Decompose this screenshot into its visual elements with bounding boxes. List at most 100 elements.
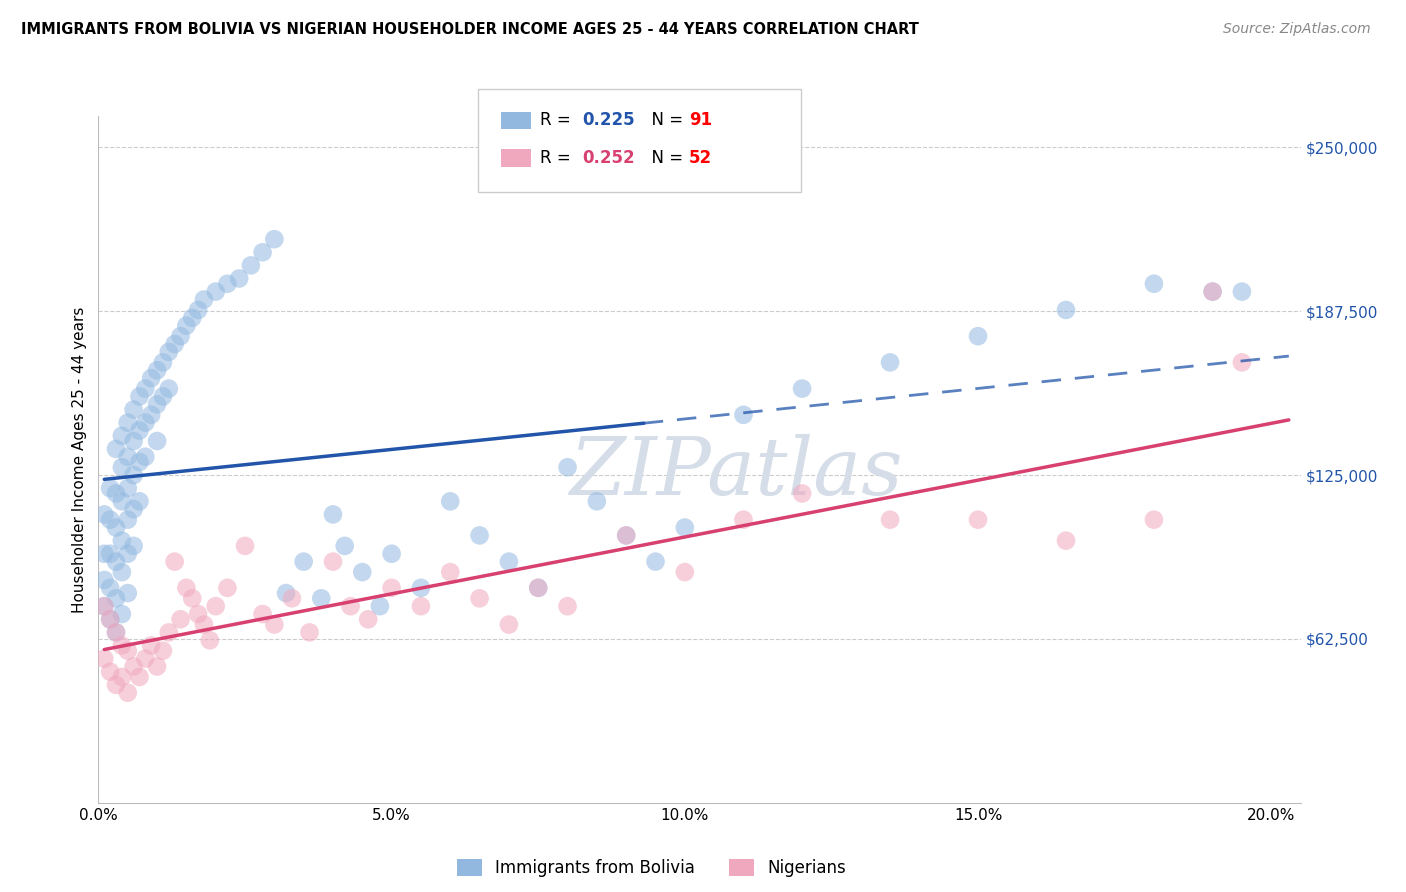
Point xyxy=(93,599,115,614)
Text: Source: ZipAtlas.com: Source: ZipAtlas.com xyxy=(1223,22,1371,37)
Y-axis label: Householder Income Ages 25 - 44 years: Householder Income Ages 25 - 44 years xyxy=(72,306,87,613)
Point xyxy=(187,302,209,317)
Point xyxy=(146,397,169,411)
Point xyxy=(122,434,145,448)
Point xyxy=(233,539,256,553)
Point xyxy=(141,408,163,422)
Legend: Immigrants from Bolivia, Nigerians: Immigrants from Bolivia, Nigerians xyxy=(450,852,852,884)
Point xyxy=(298,625,321,640)
Point xyxy=(146,659,169,673)
Point xyxy=(105,591,128,606)
Point xyxy=(117,450,139,464)
Point xyxy=(117,644,139,658)
Point xyxy=(122,502,145,516)
Point xyxy=(111,494,134,508)
Point xyxy=(263,232,285,246)
Text: R =: R = xyxy=(540,112,576,129)
Point xyxy=(163,337,186,351)
Point xyxy=(527,581,550,595)
Point xyxy=(111,533,134,548)
Point xyxy=(105,625,128,640)
Point xyxy=(198,633,221,648)
Point xyxy=(111,429,134,443)
Point xyxy=(217,581,239,595)
Point xyxy=(1054,302,1077,317)
Point xyxy=(111,670,134,684)
Point xyxy=(644,555,666,569)
Point xyxy=(381,547,404,561)
Point xyxy=(176,581,198,595)
Point xyxy=(614,528,637,542)
Point xyxy=(169,612,191,626)
Point xyxy=(98,665,121,679)
Point xyxy=(1201,285,1223,299)
Point xyxy=(368,599,391,614)
Point xyxy=(93,651,115,665)
Point xyxy=(217,277,239,291)
Point xyxy=(1230,355,1253,369)
Point xyxy=(1230,285,1253,299)
Point xyxy=(117,513,139,527)
Point xyxy=(322,555,344,569)
Point xyxy=(152,355,174,369)
Point xyxy=(322,508,344,522)
Text: ZIPatlas: ZIPatlas xyxy=(569,434,903,512)
Point xyxy=(128,670,150,684)
Point xyxy=(93,508,115,522)
Point xyxy=(1143,277,1166,291)
Point xyxy=(468,528,491,542)
Point xyxy=(111,460,134,475)
Point xyxy=(122,659,145,673)
Point xyxy=(181,591,204,606)
Point xyxy=(1201,285,1223,299)
Point xyxy=(134,416,156,430)
Point xyxy=(498,555,520,569)
Point xyxy=(117,586,139,600)
Point xyxy=(879,513,901,527)
Point xyxy=(339,599,361,614)
Point xyxy=(790,382,813,396)
Point xyxy=(193,293,215,307)
Point xyxy=(252,245,274,260)
Point xyxy=(93,599,115,614)
Point xyxy=(98,612,121,626)
Point xyxy=(228,271,250,285)
Point xyxy=(141,639,163,653)
Point xyxy=(409,599,432,614)
Point xyxy=(193,617,215,632)
Point xyxy=(117,481,139,495)
Point xyxy=(157,345,180,359)
Point xyxy=(117,686,139,700)
Point xyxy=(111,639,134,653)
Point xyxy=(134,382,156,396)
Point xyxy=(673,565,696,579)
Point xyxy=(352,565,374,579)
Point xyxy=(967,329,990,343)
Point xyxy=(98,481,121,495)
Point xyxy=(239,259,262,273)
Point xyxy=(141,371,163,385)
Text: 91: 91 xyxy=(689,112,711,129)
Text: R =: R = xyxy=(540,149,576,167)
Point xyxy=(105,520,128,534)
Text: IMMIGRANTS FROM BOLIVIA VS NIGERIAN HOUSEHOLDER INCOME AGES 25 - 44 YEARS CORREL: IMMIGRANTS FROM BOLIVIA VS NIGERIAN HOUS… xyxy=(21,22,920,37)
Point xyxy=(98,547,121,561)
Point xyxy=(105,555,128,569)
Point xyxy=(586,494,609,508)
Point xyxy=(527,581,550,595)
Point xyxy=(309,591,332,606)
Point xyxy=(111,565,134,579)
Point xyxy=(146,434,169,448)
Point xyxy=(204,285,226,299)
Point xyxy=(163,555,186,569)
Point xyxy=(98,612,121,626)
Point xyxy=(673,520,696,534)
Point xyxy=(98,513,121,527)
Text: 52: 52 xyxy=(689,149,711,167)
Point xyxy=(105,486,128,500)
Point xyxy=(146,363,169,377)
Point xyxy=(152,644,174,658)
Point xyxy=(105,678,128,692)
Point xyxy=(292,555,315,569)
Point xyxy=(1143,513,1166,527)
